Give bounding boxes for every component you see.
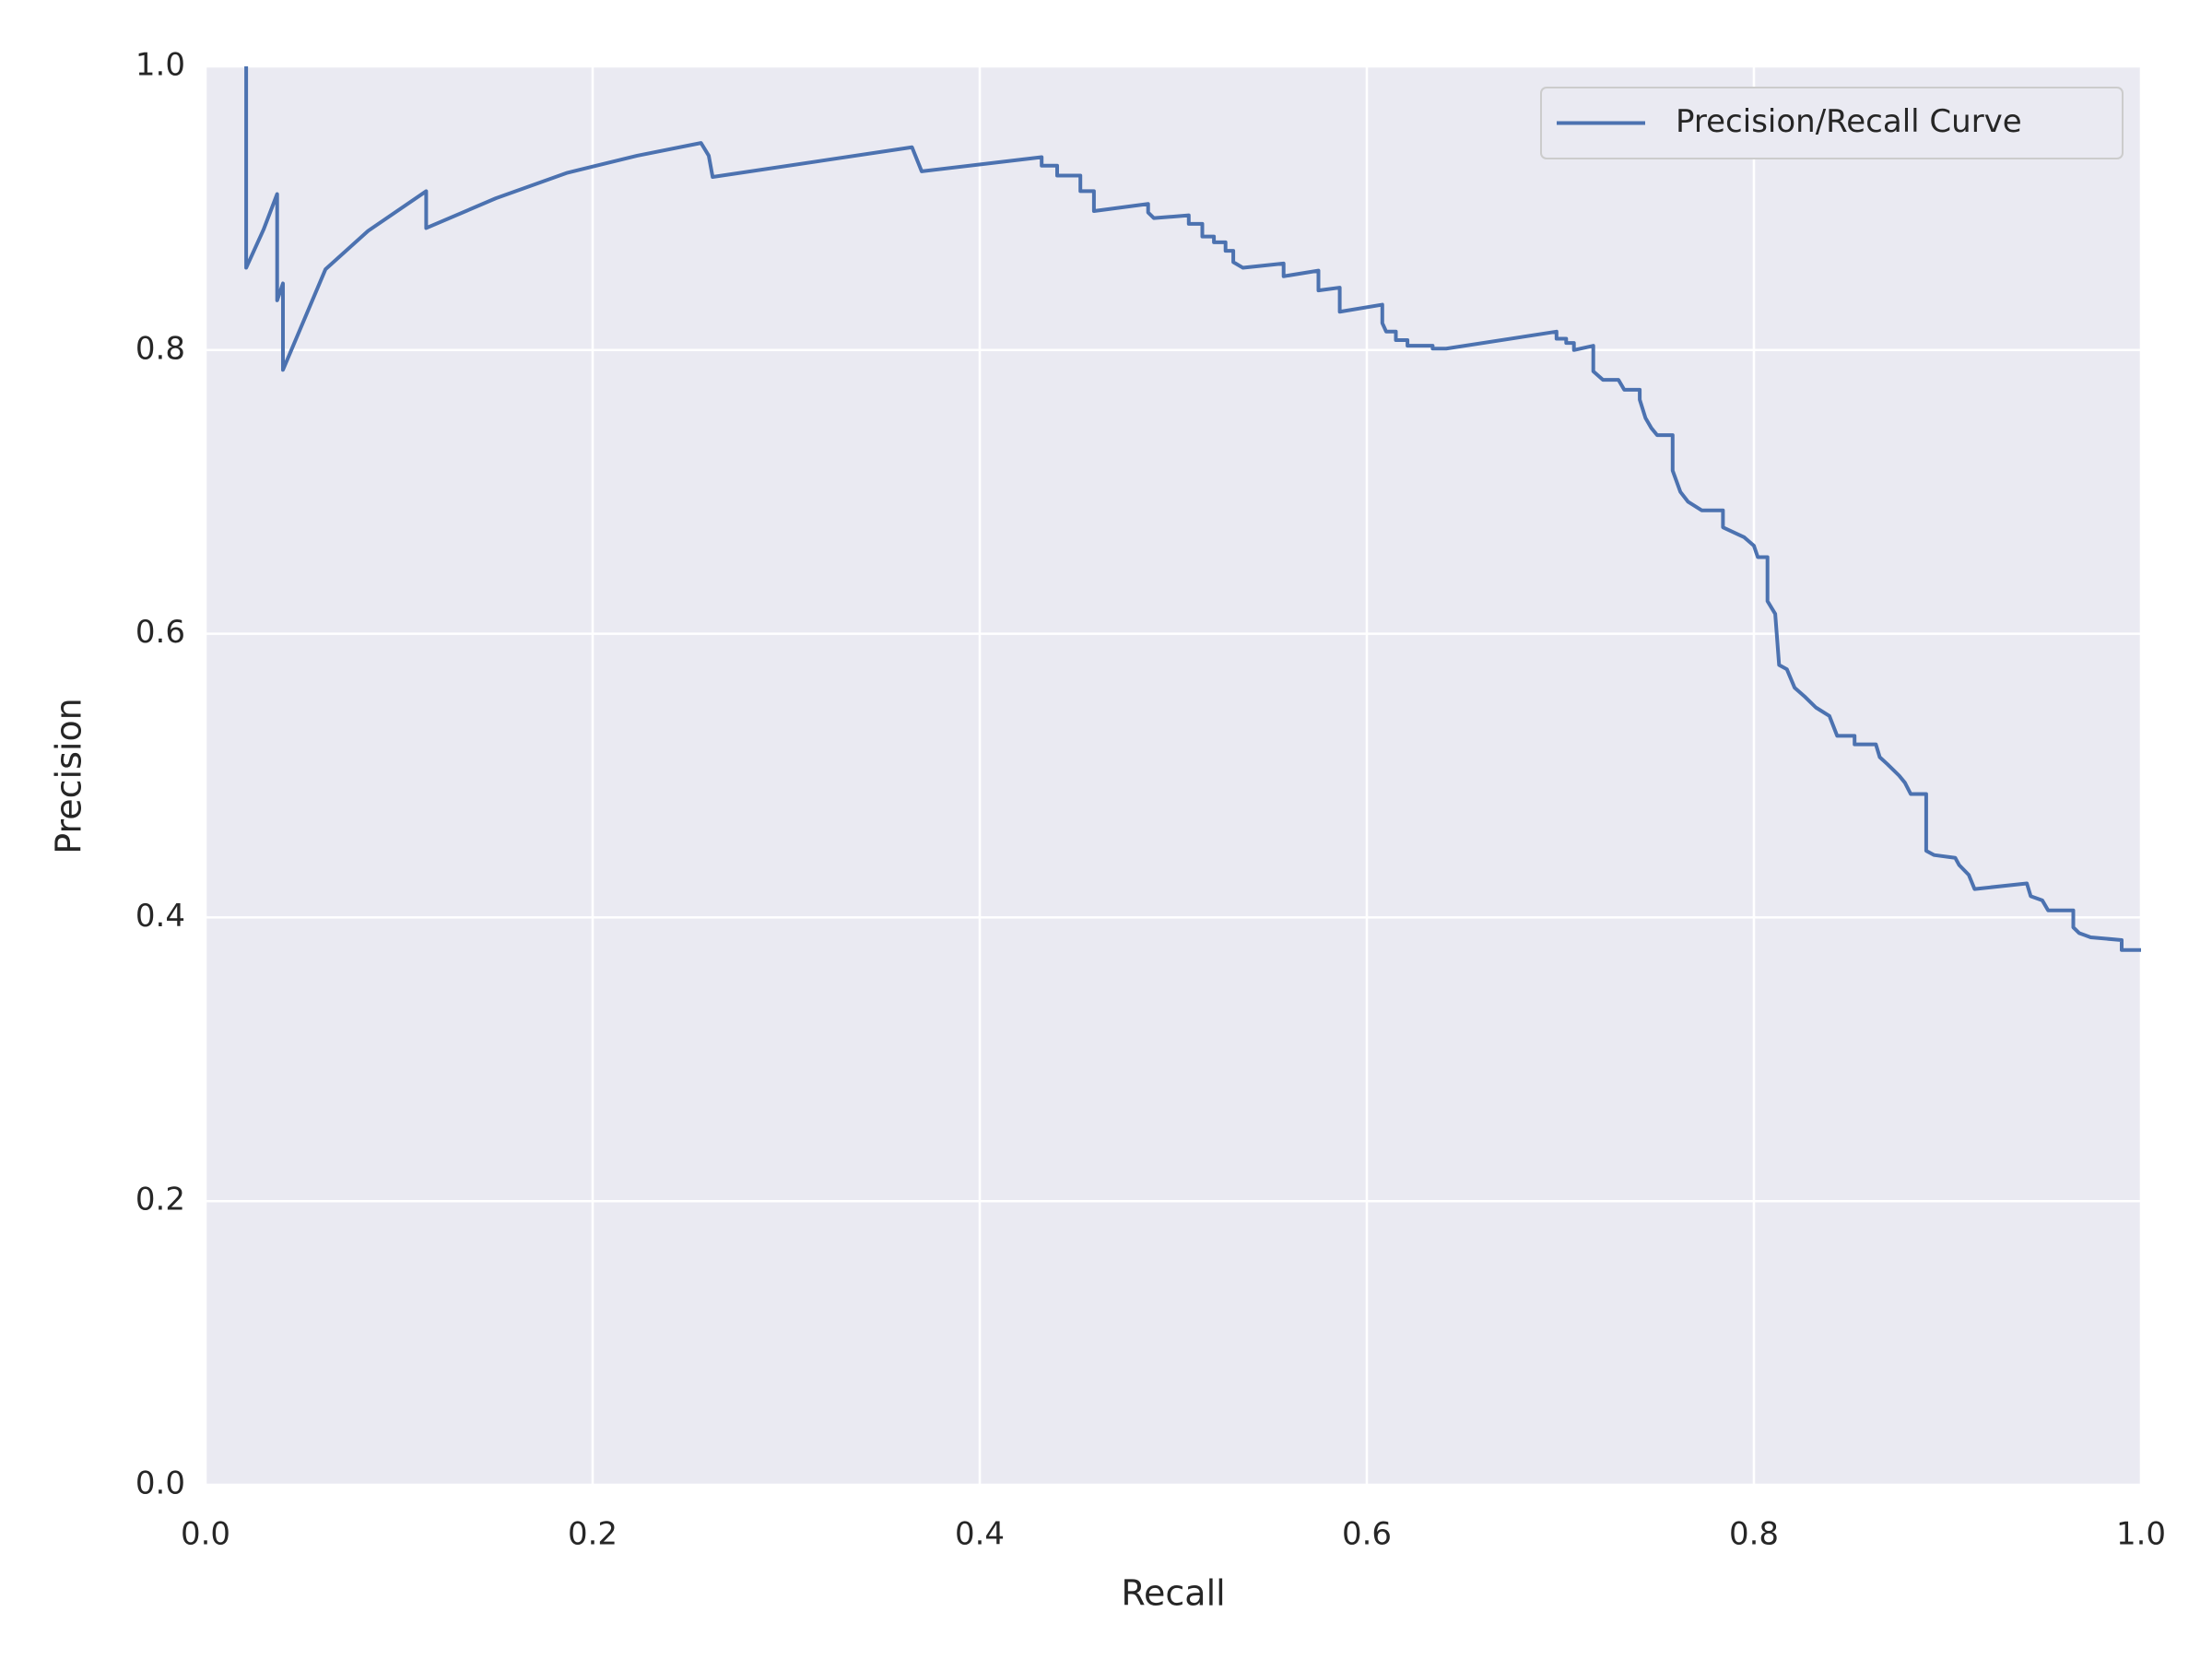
- x-tick-label: 0.2: [568, 1516, 618, 1553]
- line-series: [244, 66, 2141, 952]
- y-axis-label: Precision: [49, 698, 89, 854]
- x-tick-label: 0.0: [181, 1516, 230, 1553]
- y-tick-label: 0.8: [135, 330, 185, 367]
- x-tick-label: 0.4: [955, 1516, 1005, 1553]
- x-tick-label: 1.0: [2116, 1516, 2166, 1553]
- y-tick-label: 0.4: [135, 898, 185, 935]
- legend-box: [1540, 87, 2124, 159]
- plot-area: [206, 66, 2141, 1485]
- y-tick-label: 0.2: [135, 1182, 185, 1218]
- y-tick-label: 0.6: [135, 614, 185, 651]
- marks: [244, 66, 2141, 952]
- x-tick-label: 0.6: [1342, 1516, 1392, 1553]
- y-tick-label: 1.0: [135, 47, 185, 84]
- x-axis-label: Recall: [1121, 1573, 1225, 1614]
- grid: [204, 65, 2143, 1487]
- y-tick-label: 0.0: [135, 1465, 185, 1502]
- x-tick-label: 0.8: [1729, 1516, 1779, 1553]
- legend-label: Precision/Recall Curve: [1676, 103, 2022, 140]
